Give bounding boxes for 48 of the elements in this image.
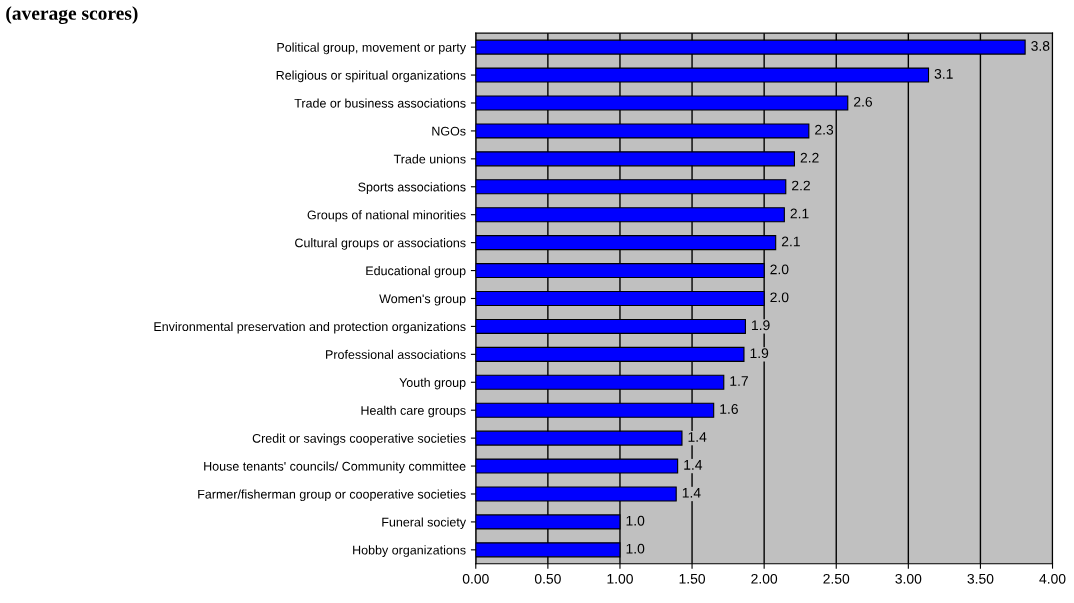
y-tick-label: Sports associations	[358, 182, 466, 194]
y-tick-label: Women's group	[379, 294, 466, 306]
y-tick-label: Trade unions	[393, 154, 466, 164]
y-tick-label: Credit or savings cooperative societies	[252, 433, 466, 446]
y-tick-label: Religious or spiritual organizations	[276, 70, 466, 83]
x-tick-label: 4.00	[1039, 573, 1066, 584]
y-tick-label: Groups of national minorities	[307, 210, 466, 222]
data-label: 2.6	[854, 96, 873, 107]
data-label: 1.9	[752, 320, 770, 331]
y-tick-label: Hobby organizations	[353, 545, 466, 557]
data-label: 2.1	[790, 208, 809, 219]
x-tick-label: 2.50	[823, 573, 850, 584]
data-label: 2.1	[781, 236, 800, 247]
x-tick-label: 3.00	[895, 573, 922, 584]
y-tick-label: Funeral society	[382, 517, 467, 530]
x-tick-label: 0.00	[462, 573, 489, 584]
y-tick-label: Cultural groups or associations	[295, 238, 466, 250]
data-label: 3.1	[934, 68, 953, 79]
y-tick-label: Youth group	[399, 377, 466, 390]
data-label: 2.0	[770, 264, 789, 275]
x-tick-label: 2.00	[751, 573, 778, 584]
y-tick-label: NGOs	[432, 126, 466, 136]
data-label: 1.0	[626, 515, 645, 526]
data-label: 1.7	[730, 376, 748, 386]
y-tick-label: House tenants' councils/ Community committee	[204, 461, 466, 474]
y-tick-label: Farmer/fisherman group or cooperative societies	[198, 489, 466, 502]
data-label: 3.8	[1031, 41, 1050, 51]
data-label: 2.2	[792, 180, 810, 191]
y-tick-label: Professional associations	[326, 349, 466, 359]
text: (average scores)	[6, 6, 138, 24]
data-label: 2.3	[815, 124, 834, 135]
data-label: 1.9	[750, 348, 769, 359]
y-tick-label: Environmental preservation and protection organizations	[154, 321, 466, 334]
y-tick-label: Educational group	[366, 266, 466, 278]
data-label: 1.4	[682, 488, 701, 498]
data-label: 2.0	[770, 292, 789, 303]
y-tick-label: Trade or business associations	[294, 98, 466, 108]
data-label: 2.2	[800, 152, 819, 163]
data-label: 1.0	[626, 543, 645, 554]
x-tick-label: 0.50	[534, 573, 561, 584]
x-tick-label: 1.00	[607, 573, 633, 584]
x-tick-label: 3.50	[967, 573, 994, 584]
data-label: 1.6	[720, 404, 738, 414]
data-label: 1.4	[688, 432, 707, 442]
y-tick-label: Health care groups	[361, 405, 466, 418]
y-tick-label: Political group, movement or party	[277, 42, 467, 55]
data-label: 1.4	[684, 460, 703, 470]
x-tick-label: 1.50	[679, 573, 706, 584]
